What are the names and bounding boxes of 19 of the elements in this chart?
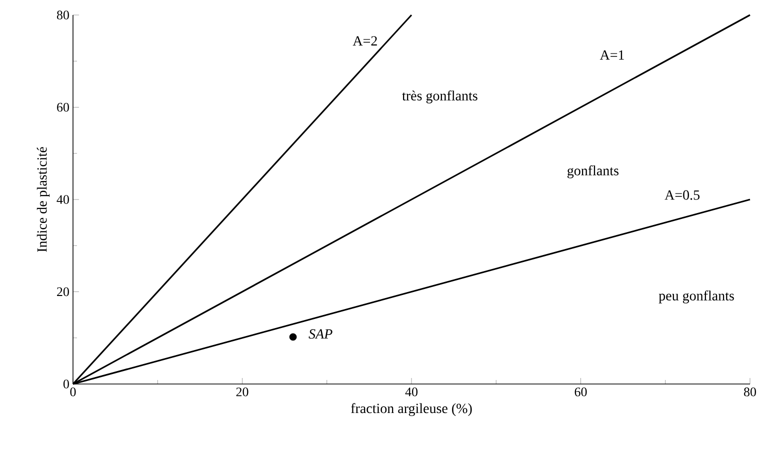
- x-tick-label: 60: [574, 388, 587, 396]
- series-label: A=2: [352, 36, 377, 46]
- annotation: gonflants: [567, 165, 618, 178]
- series-label: A=1: [600, 50, 624, 60]
- y-tick-label: 80: [56, 10, 69, 20]
- y-tick-label: 0: [63, 380, 69, 388]
- y-tick-label: 60: [57, 102, 69, 112]
- series-label: A=0.5: [664, 190, 700, 200]
- x-tick-label: 20: [236, 388, 248, 396]
- y-axis-title: Indice de plasticité: [36, 147, 50, 252]
- x-axis-title: fraction argileuse (%): [351, 403, 472, 416]
- annotation: peu gonflants: [658, 290, 734, 304]
- x-tick-label: 40: [405, 388, 418, 396]
- y-tick-label: 40: [56, 195, 69, 204]
- x-tick-label: 80: [744, 388, 756, 396]
- x-tick-label: 0: [70, 388, 76, 396]
- y-tick-label: 20: [57, 287, 69, 296]
- series-label: SAP: [308, 329, 332, 339]
- annotation: très gonflants: [402, 90, 478, 104]
